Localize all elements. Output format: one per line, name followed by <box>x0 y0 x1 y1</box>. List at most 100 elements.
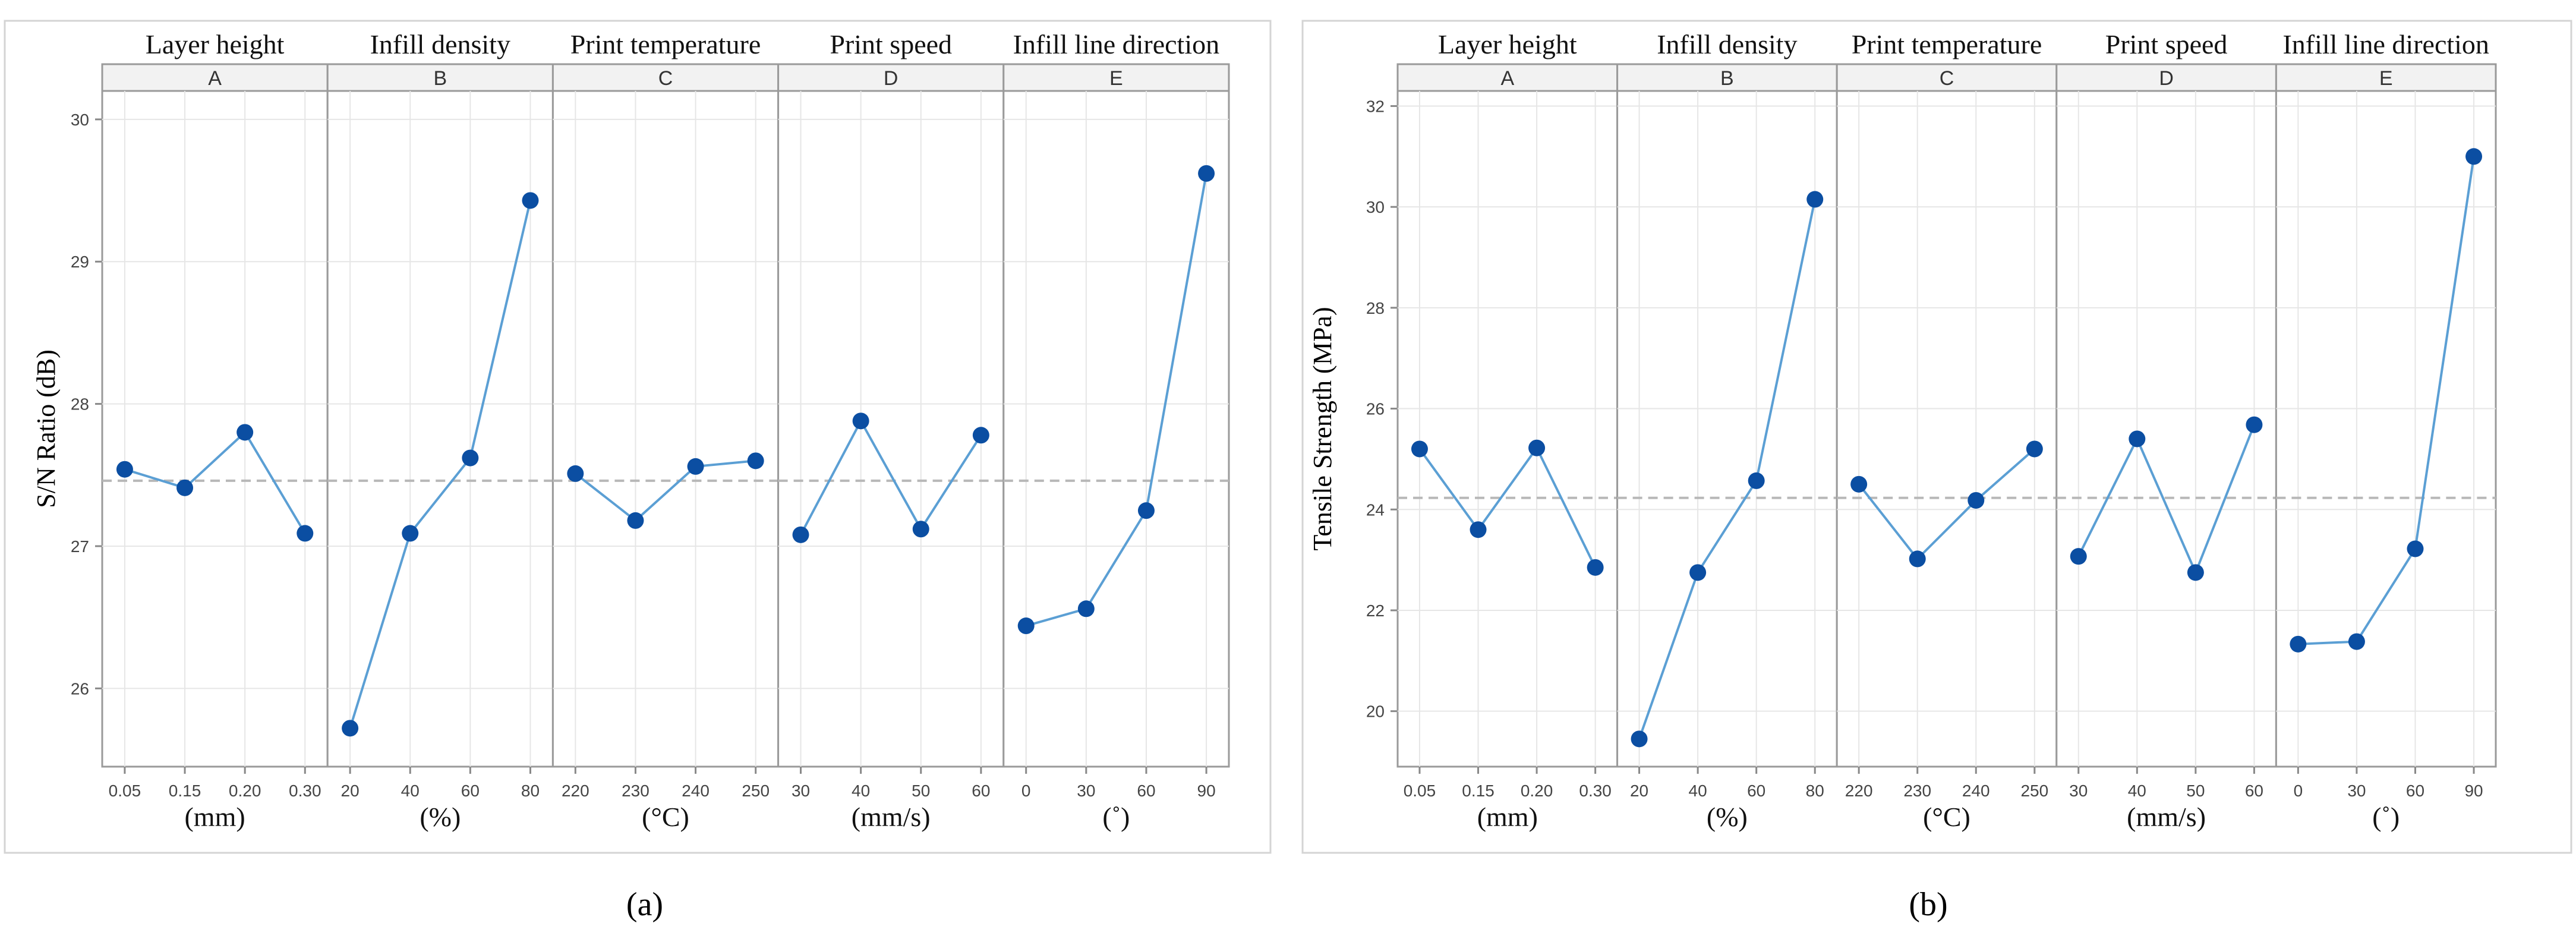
data-point <box>747 452 764 469</box>
data-point <box>522 192 539 209</box>
factor-code: B <box>433 67 447 90</box>
data-point <box>1689 564 1707 581</box>
factor-title: Infill line direction <box>2282 29 2489 59</box>
y-tick-label: 28 <box>71 395 89 414</box>
subfigure-label-a: (a) <box>626 886 663 923</box>
x-tick-label: 60 <box>2406 782 2424 800</box>
x-tick-label: 230 <box>1903 782 1931 800</box>
x-tick-label: 20 <box>341 782 360 800</box>
factor-panel-body <box>777 90 1005 768</box>
data-point <box>1017 617 1035 635</box>
series-line <box>575 459 756 522</box>
x-tick-label: 20 <box>1630 782 1648 800</box>
factor-panel-body <box>101 90 329 768</box>
factor-code: C <box>658 67 673 90</box>
x-tick-label: 0.05 <box>109 782 141 800</box>
factor-panel-body <box>551 90 780 768</box>
x-tick-label: 0.15 <box>1462 782 1494 800</box>
factor-code: A <box>1500 67 1514 90</box>
factor-unit-label: (°C) <box>1923 802 1970 832</box>
y-tick-label: 32 <box>1366 97 1385 115</box>
data-point <box>2026 440 2043 458</box>
data-point <box>2348 633 2365 650</box>
y-tick-label: 30 <box>1366 198 1385 216</box>
factor-title: Infill density <box>1657 29 1797 59</box>
data-point <box>342 720 359 737</box>
factor-code: C <box>1940 67 1954 90</box>
x-tick-label: 40 <box>401 782 420 800</box>
factor-title: Print speed <box>2105 29 2228 59</box>
y-tick-label: 30 <box>71 111 89 129</box>
data-point <box>1909 550 1926 568</box>
factor-panel-body <box>1836 90 2058 768</box>
y-tick-label: 27 <box>71 537 89 556</box>
series-line <box>1638 199 1817 739</box>
factor-header-strip <box>551 63 780 92</box>
data-point <box>687 458 704 475</box>
factor-panel-b: Infill density B 20 40 60 80 (%) <box>326 29 554 832</box>
data-point <box>1748 472 1765 489</box>
x-tick-label: 80 <box>1806 782 1824 800</box>
y-tick-label: 26 <box>71 679 89 698</box>
x-tick-label: 60 <box>1747 782 1765 800</box>
x-tick-label: 60 <box>461 782 480 800</box>
factor-header-strip <box>1396 63 1619 92</box>
factor-panel-d: Print speed D 30 40 50 60 (mm/s) <box>777 29 1005 832</box>
factor-panel-a: Layer height A 0.05 0.15 0.20 0.30 (mm) <box>1396 29 1619 832</box>
x-tick-label: 80 <box>521 782 540 800</box>
factor-panel-c: Print temperature C 220 230 240 250 (°C) <box>1836 29 2058 832</box>
factor-code: B <box>1720 67 1734 90</box>
x-tick-label: 90 <box>1197 782 1216 800</box>
data-point <box>2129 430 2146 448</box>
factor-title: Layer height <box>1438 29 1577 59</box>
x-tick-label: 0.05 <box>1404 782 1436 800</box>
x-tick-label: 250 <box>742 782 770 800</box>
x-tick-label: 30 <box>2347 782 2366 800</box>
data-point <box>402 525 419 542</box>
data-point <box>567 465 584 482</box>
chart-a-sn-ratio: S/N Ratio (dB) 26 27 28 29 30 Layer height A 0.0… <box>4 20 1272 854</box>
x-tick-label: 0.30 <box>1579 782 1612 800</box>
data-point <box>912 521 929 538</box>
factor-header-strip <box>1002 63 1230 92</box>
factor-header-strip <box>1616 63 1838 92</box>
x-tick-label: 0.30 <box>289 782 321 800</box>
factor-panel-body <box>1396 90 1619 768</box>
data-point <box>2290 635 2307 653</box>
factor-unit-label: (˚) <box>2372 802 2400 832</box>
data-point <box>297 525 314 542</box>
factor-unit-label: (mm) <box>1477 802 1538 832</box>
x-tick-label: 30 <box>1077 782 1095 800</box>
data-point <box>2465 148 2483 165</box>
data-point <box>1806 191 1824 208</box>
x-tick-label: 50 <box>912 782 930 800</box>
x-tick-label: 240 <box>1962 782 1990 800</box>
data-point <box>462 449 479 467</box>
factor-title: Layer height <box>146 29 285 59</box>
data-point <box>1470 521 1487 538</box>
x-tick-label: 240 <box>682 782 710 800</box>
factor-unit-label: (%) <box>420 802 461 832</box>
factor-unit-label: (˚) <box>1102 802 1130 832</box>
data-point <box>2070 548 2087 565</box>
data-point <box>2187 564 2204 581</box>
factor-unit-label: (mm/s) <box>852 802 931 832</box>
factor-code: D <box>2159 67 2174 90</box>
data-point <box>1850 475 1868 493</box>
series-line <box>2077 424 2256 576</box>
x-tick-label: 0.20 <box>229 782 261 800</box>
y-tick-label: 26 <box>1366 400 1385 418</box>
series-line <box>1418 445 1597 568</box>
series-line <box>1026 173 1208 627</box>
data-point <box>972 427 989 444</box>
factor-title: Infill density <box>370 29 510 59</box>
y-tick-label: 20 <box>1366 702 1385 721</box>
x-tick-label: 0.15 <box>169 782 201 800</box>
series-line <box>124 430 306 534</box>
data-point <box>1137 502 1155 519</box>
y-tick-label: 28 <box>1366 299 1385 317</box>
factor-header-strip <box>1836 63 2058 92</box>
data-point <box>1968 491 1985 509</box>
x-tick-label: 0 <box>2294 782 2303 800</box>
